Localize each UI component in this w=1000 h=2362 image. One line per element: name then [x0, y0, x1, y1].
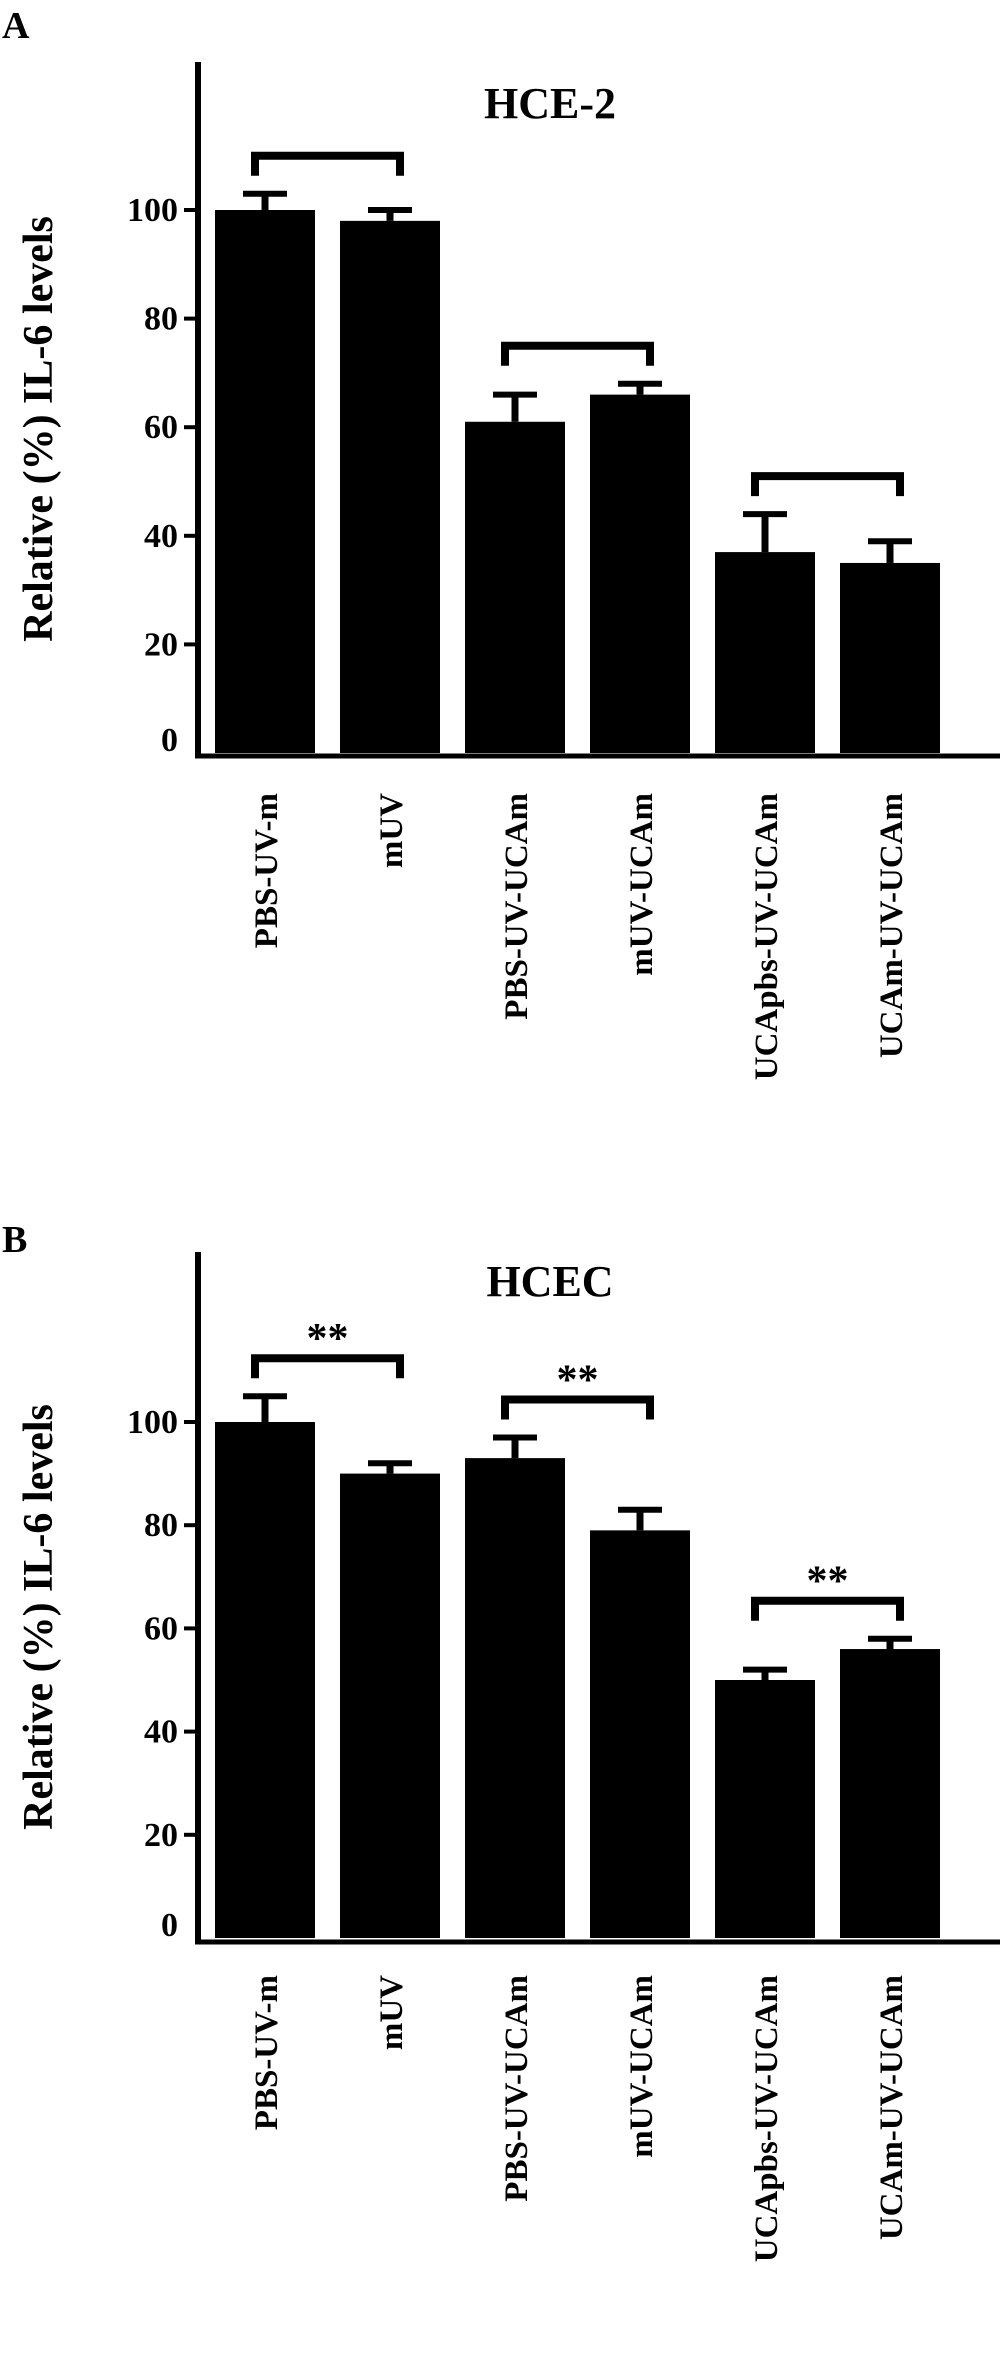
bar — [590, 394, 690, 753]
bar — [465, 421, 565, 753]
y-tick-label: 20 — [144, 1817, 178, 1854]
y-tick-label: 80 — [144, 301, 178, 338]
bar — [340, 1473, 440, 1938]
bar — [590, 1530, 690, 1938]
category-label: mUV-UCAm — [624, 793, 660, 976]
bar — [840, 562, 940, 753]
category-label: mUV — [374, 793, 410, 868]
panel-a: A 0 20 40 60 80 100 Relative (%) IL-6 levels HCE… — [2, 5, 1000, 1080]
significance-label: ** — [557, 1357, 599, 1403]
chart-title: HCEC — [486, 1257, 613, 1306]
category-label: UCAm-UV-UCAm — [874, 793, 910, 1058]
category-label: PBS-UV-UCAm — [499, 793, 535, 1020]
y-tick-label: 40 — [144, 1714, 178, 1751]
bar — [715, 1680, 815, 1938]
significance-bracket — [751, 1596, 904, 1621]
category-label: UCApbs-UV-UCAm — [749, 793, 785, 1080]
bar — [465, 1458, 565, 1938]
y-tick-label: 40 — [144, 518, 178, 555]
bar — [215, 210, 315, 753]
y-tick-label: 0 — [161, 1907, 178, 1944]
y-axis-label: Relative (%) IL-6 levels — [16, 1404, 62, 1830]
bar — [340, 220, 440, 754]
significance-label: ** — [307, 1316, 349, 1362]
y-tick-label: 60 — [144, 1610, 178, 1647]
bar — [715, 552, 815, 753]
y-tick-label: 100 — [127, 1404, 178, 1441]
significance-bracket — [751, 472, 904, 497]
category-label: UCApbs-UV-UCAm — [749, 1975, 785, 2262]
significance-bracket — [501, 1395, 654, 1420]
y-tick-label: 20 — [144, 626, 178, 663]
significance-label: ** — [807, 1559, 849, 1605]
significance-bracket — [251, 1354, 404, 1379]
bar — [215, 1422, 315, 1938]
category-label: mUV-UCAm — [624, 1975, 660, 2158]
category-label: mUV — [374, 1975, 410, 2050]
category-label: PBS-UV-m — [249, 793, 285, 948]
category-label: UCAm-UV-UCAm — [874, 1975, 910, 2240]
panel-letter: B — [2, 1219, 27, 1261]
y-axis-label: Relative (%) IL-6 levels — [16, 216, 62, 642]
y-tick-label: 100 — [127, 192, 178, 229]
significance-bracket — [501, 341, 654, 366]
chart-title: HCE-2 — [484, 79, 616, 128]
panel-letter: A — [2, 5, 30, 47]
y-tick-label: 0 — [161, 722, 178, 759]
y-tick-label: 60 — [144, 409, 178, 446]
category-label: PBS-UV-UCAm — [499, 1975, 535, 2202]
significance-bracket — [251, 151, 404, 176]
y-tick-label: 80 — [144, 1507, 178, 1544]
category-label: PBS-UV-m — [249, 1975, 285, 2130]
bar — [840, 1649, 940, 1938]
panel-b: B 0 20 40 60 80 100 Relative (%) IL-6 levels HCE… — [2, 1219, 1000, 2262]
